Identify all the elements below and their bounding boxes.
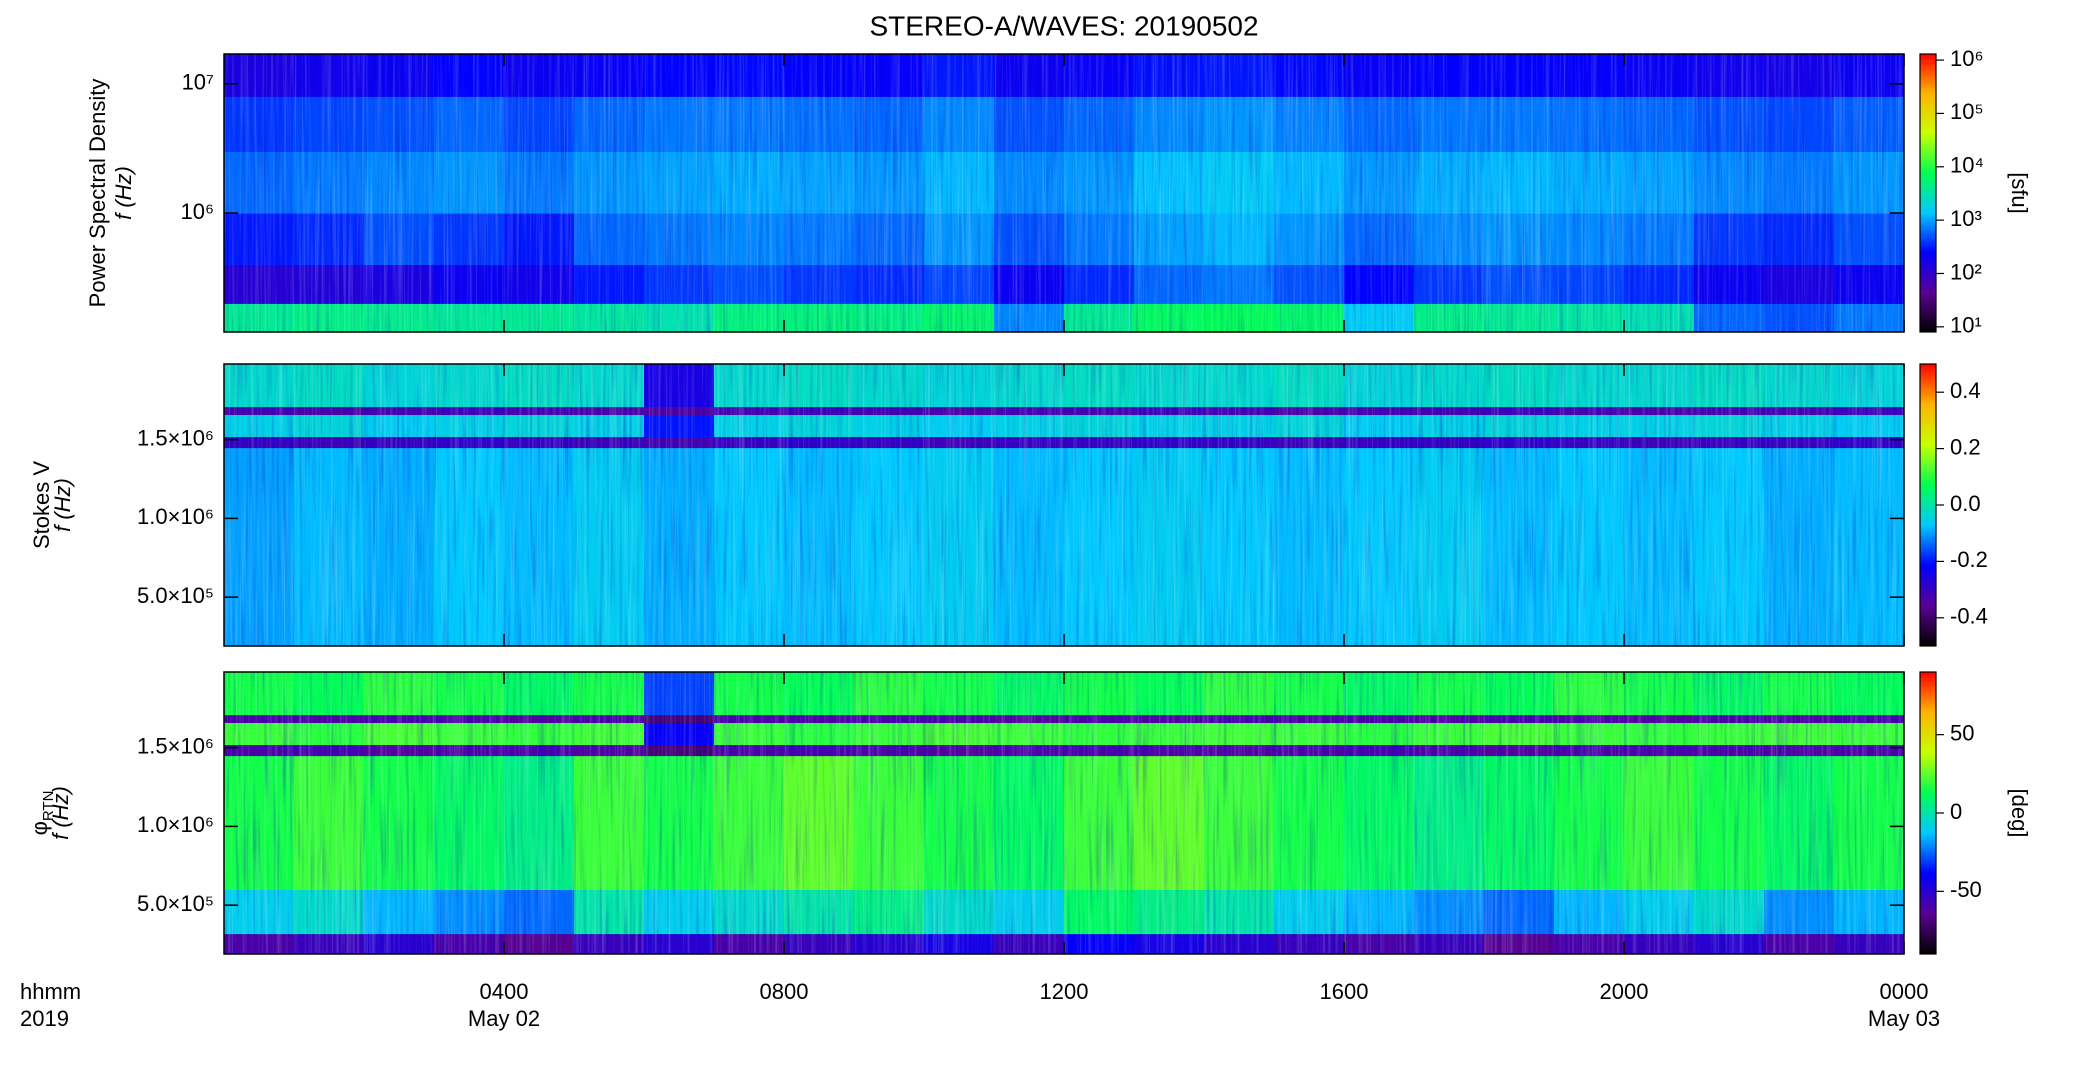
colorbar-tick-label: 0.4 [1950,378,1981,403]
colorbar-label: [sfu] [2007,172,2032,214]
y-axis-label-text: φ [27,821,52,835]
y-axis-label: f (Hz) [48,786,73,840]
y-axis-label: f (Hz) [111,166,136,220]
y-axis-label: φRTN [27,791,58,836]
colorbar-tick-label: 0.2 [1950,434,1981,459]
y-tick-label: 10⁶ [180,199,214,224]
x-tick-label: 2000 [1600,979,1649,1004]
x-tick-label: 1600 [1320,979,1369,1004]
colorbar-label: [deg] [2007,789,2032,838]
y-tick-label: 1.5×10⁶ [137,425,214,450]
colorbar-tick-label: -50 [1950,877,1982,902]
colorbar-tick-label: 10⁵ [1950,99,1984,124]
chart-title: STEREO-A/WAVES: 20190502 [869,10,1258,41]
y-axis-label: Power Spectral Density [85,79,110,308]
colorbar-tick-label: -0.4 [1950,604,1988,629]
x-tick-label: 1200 [1040,979,1089,1004]
colorbar [1919,53,1937,333]
y-tick-label: 10⁷ [182,70,214,95]
colorbar-tick-label: 10⁴ [1950,153,1984,178]
colorbar [1919,363,1937,647]
x-tick-label: 0800 [760,979,809,1004]
y-axis-label: f (Hz) [50,478,75,532]
x-date-label: May 03 [1868,1006,1940,1031]
colorbar [1919,671,1937,955]
x-tick-label: 0000 [1880,979,1929,1004]
y-tick-label: 1.0×10⁶ [137,812,214,837]
colorbar-tick-label: 10² [1950,259,1982,284]
y-tick-label: 5.0×10⁵ [137,583,214,608]
heatmap [224,364,1904,646]
y-axis-label-text: Power Spectral Density [85,79,110,308]
y-tick-label: 1.5×10⁶ [137,733,214,758]
y-axis-label: Stokes V [29,461,54,549]
x-axis-label: 2019 [20,1006,69,1031]
texture [224,672,1904,954]
x-tick-label: 0400 [480,979,529,1004]
colorbar-tick-label: 10¹ [1950,313,1982,338]
texture [224,54,1904,332]
texture [224,364,1904,646]
y-tick-label: 1.0×10⁶ [137,504,214,529]
y-axis-label-text: Stokes V [29,461,54,549]
y-tick-label: 5.0×10⁵ [137,891,214,916]
colorbar-tick-label: 0.0 [1950,491,1981,516]
heatmap [224,54,1904,332]
heatmap [224,672,1904,954]
colorbar-tick-label: 10⁶ [1950,46,1984,71]
colorbar-tick-label: 0 [1950,799,1962,824]
x-axis-label: hhmm [20,979,81,1004]
colorbar-tick-label: -0.2 [1950,547,1988,572]
y-axis-label-sub: RTN [40,791,57,822]
x-date-label: May 02 [468,1006,540,1031]
colorbar-tick-label: 10³ [1950,206,1982,231]
colorbar-tick-label: 50 [1950,720,1974,745]
